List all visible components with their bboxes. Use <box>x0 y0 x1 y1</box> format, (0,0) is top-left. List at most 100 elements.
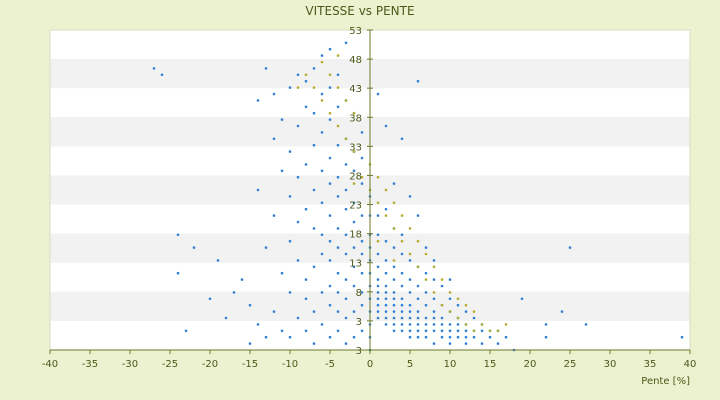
data-point <box>416 214 420 217</box>
data-point <box>400 284 404 288</box>
data-point <box>392 329 396 333</box>
data-point <box>336 105 340 109</box>
x-tick-label: 20 <box>524 359 537 370</box>
data-point <box>400 239 404 243</box>
data-point <box>360 214 364 217</box>
data-point <box>408 310 412 313</box>
data-point <box>304 297 308 301</box>
data-point <box>360 182 364 185</box>
data-point <box>392 182 396 185</box>
data-point <box>344 207 348 211</box>
data-point <box>184 329 188 333</box>
data-point <box>360 175 364 179</box>
data-point <box>456 303 460 307</box>
y-tick-label: 48 <box>349 55 362 66</box>
data-point <box>472 316 476 320</box>
data-point <box>392 259 396 262</box>
data-point <box>296 73 300 77</box>
data-point <box>432 278 436 281</box>
data-point <box>464 329 468 333</box>
data-point <box>424 252 428 256</box>
data-point <box>344 41 348 45</box>
data-point <box>328 303 332 307</box>
data-point <box>304 207 308 211</box>
data-point <box>456 323 460 326</box>
data-point <box>328 239 332 243</box>
data-point <box>248 303 252 307</box>
data-point <box>448 278 452 281</box>
data-point <box>456 297 460 301</box>
data-point <box>376 239 380 243</box>
data-point <box>392 246 396 249</box>
data-point <box>280 118 284 121</box>
data-point <box>392 310 396 313</box>
data-point <box>424 271 428 275</box>
data-point <box>416 329 420 333</box>
x-tick-label: 10 <box>444 359 457 370</box>
data-point <box>344 99 348 102</box>
data-point <box>408 259 412 262</box>
data-point <box>328 111 332 115</box>
data-point <box>384 271 388 275</box>
data-point <box>192 246 196 249</box>
data-point <box>560 310 564 313</box>
data-point <box>352 169 356 173</box>
data-point <box>416 310 420 313</box>
data-point <box>384 284 388 288</box>
data-point <box>464 342 468 345</box>
data-point <box>384 323 388 326</box>
data-point <box>288 291 292 294</box>
data-point <box>456 329 460 333</box>
data-point <box>360 291 364 294</box>
data-point <box>448 310 452 313</box>
data-point <box>392 316 396 320</box>
data-point <box>384 291 388 294</box>
data-point <box>344 316 348 320</box>
data-point <box>440 278 444 281</box>
data-point <box>544 335 548 339</box>
data-points <box>152 41 684 352</box>
data-point <box>304 105 308 109</box>
data-point <box>376 291 380 294</box>
data-point <box>280 271 284 275</box>
data-point <box>384 239 388 243</box>
data-point <box>336 54 340 57</box>
x-tick-label: -25 <box>162 359 178 370</box>
data-point <box>304 278 308 281</box>
x-tick-label: -5 <box>325 359 335 370</box>
data-point <box>304 163 308 166</box>
data-point <box>424 303 428 307</box>
data-point <box>400 297 404 301</box>
data-point <box>504 323 508 326</box>
data-point <box>432 323 436 326</box>
data-point <box>384 310 388 313</box>
data-point <box>496 329 500 333</box>
data-point <box>392 265 396 269</box>
data-point <box>336 291 340 294</box>
data-point <box>256 99 260 102</box>
data-point <box>408 303 412 307</box>
x-tick-label: -30 <box>122 359 138 370</box>
data-point <box>344 137 348 141</box>
data-point <box>392 227 396 230</box>
data-point <box>208 297 212 301</box>
x-tick-label: -15 <box>242 359 258 370</box>
data-point <box>496 342 500 345</box>
data-point <box>432 265 436 269</box>
data-point <box>392 297 396 301</box>
data-point <box>320 99 324 102</box>
data-point <box>392 323 396 326</box>
data-point <box>384 214 388 217</box>
x-tick-label: -35 <box>82 359 98 370</box>
data-point <box>416 323 420 326</box>
data-point <box>424 316 428 320</box>
data-point <box>360 329 364 333</box>
data-point <box>416 297 420 301</box>
data-point <box>400 233 404 237</box>
data-point <box>376 310 380 313</box>
x-tick-label: 5 <box>407 359 413 370</box>
data-point <box>440 329 444 333</box>
data-point <box>480 342 484 345</box>
data-point <box>384 297 388 301</box>
